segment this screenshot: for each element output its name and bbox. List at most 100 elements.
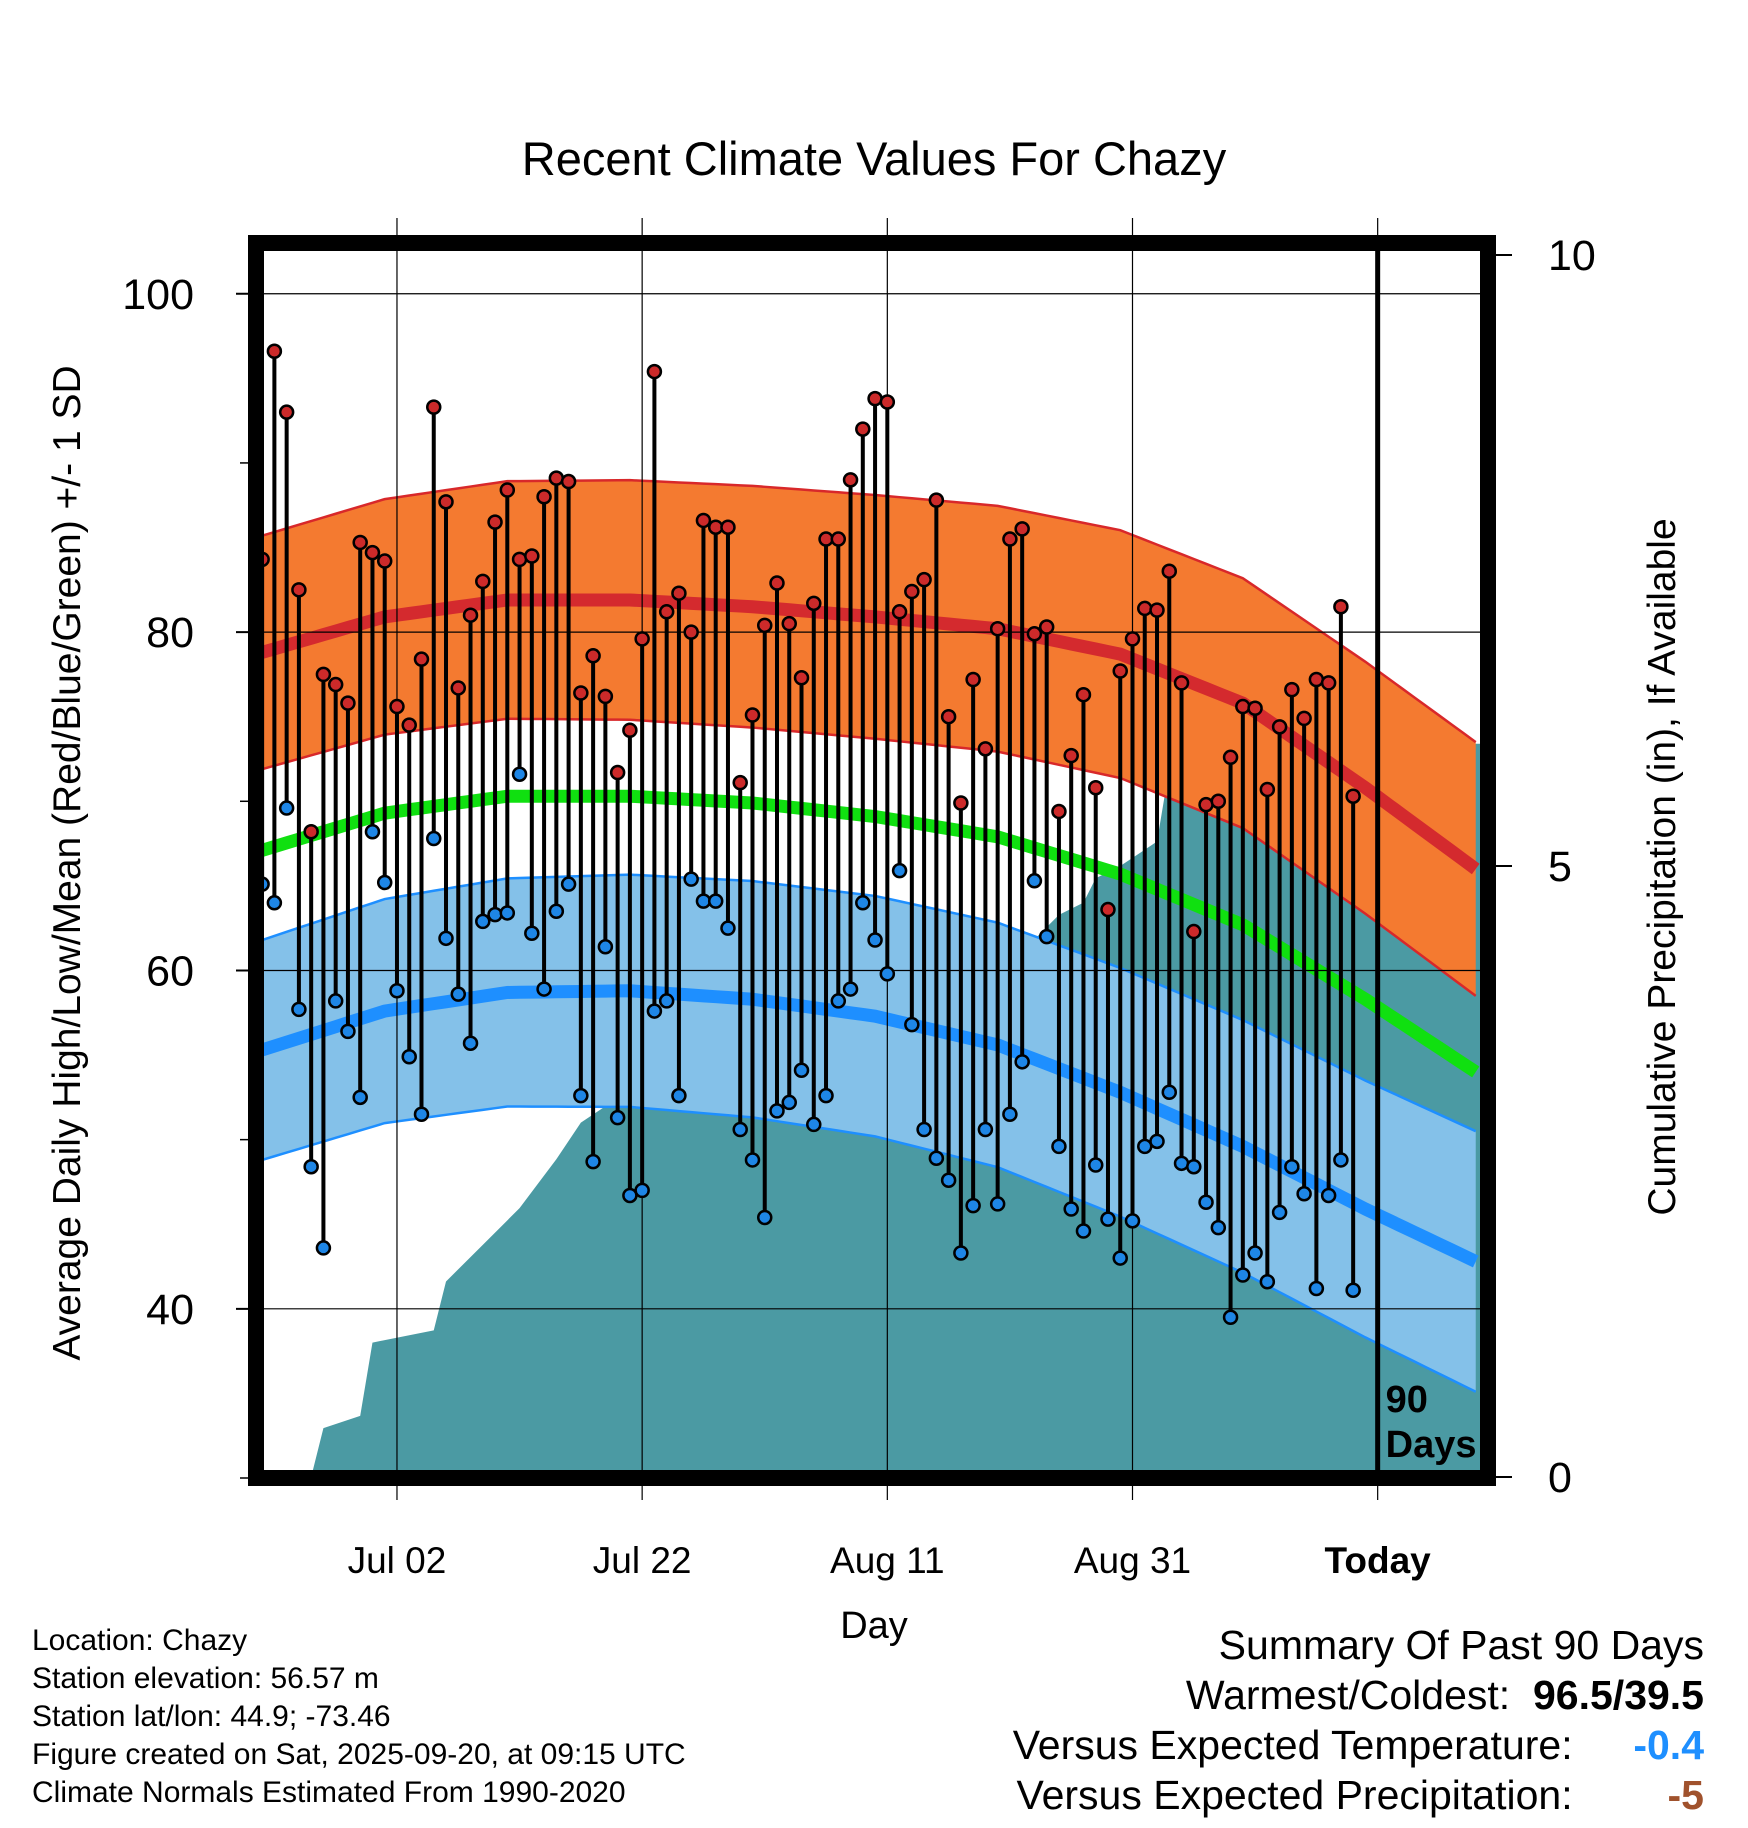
daily-high-point <box>1222 749 1239 766</box>
daily-low-point <box>1222 1309 1239 1326</box>
daily-high-point <box>389 698 405 715</box>
daily-high-point <box>891 604 908 620</box>
daily-high-point <box>462 607 479 623</box>
x-tick-label: Jul 22 <box>593 1540 692 1581</box>
daily-high-point <box>475 573 491 590</box>
daily-high-point <box>560 473 577 490</box>
plot-frame <box>248 235 1496 1486</box>
today-marker-label: 90 <box>1386 1379 1428 1421</box>
daily-low-point <box>1112 1250 1128 1266</box>
daily-low-point <box>1075 1223 1092 1239</box>
daily-high-point <box>1271 719 1288 735</box>
daily-high-point <box>867 390 883 407</box>
daily-low-point <box>781 1094 798 1111</box>
daily-high-point <box>1296 710 1312 727</box>
daily-low-point <box>1149 1133 1165 1150</box>
daily-high-point <box>1026 626 1043 642</box>
daily-low-point <box>1038 928 1055 945</box>
daily-high-point <box>720 519 736 535</box>
daily-low-point <box>867 932 883 948</box>
daily-high-point <box>1038 619 1055 635</box>
daily-high-point <box>1112 663 1128 679</box>
daily-high-point <box>413 651 430 667</box>
daily-low-point <box>560 876 577 892</box>
daily-low-point <box>475 913 491 930</box>
daily-high-point <box>499 482 516 498</box>
daily-high-point <box>683 624 699 640</box>
plot-interior <box>256 243 1488 1478</box>
daily-low-point <box>928 1150 945 1167</box>
daily-high-point <box>364 544 381 561</box>
daily-high-point <box>1063 747 1079 764</box>
daily-high-point <box>450 680 467 696</box>
daily-low-point <box>462 1035 479 1051</box>
daily-high-point <box>438 494 454 510</box>
daily-low-point <box>855 895 871 911</box>
x-axis-label: Day <box>840 1605 908 1647</box>
daily-low-point <box>524 925 540 941</box>
daily-low-point <box>597 939 614 955</box>
daily-low-point <box>793 1062 810 1079</box>
daily-low-point <box>1124 1213 1141 1229</box>
normal-high-sd-band-lower-edge <box>261 717 1477 997</box>
latlon-text: Station lat/lon: 44.9; -73.46 <box>32 1700 391 1733</box>
normal-low-line <box>260 984 1479 1268</box>
daily-high-point <box>1210 793 1227 810</box>
daily-high-point <box>401 717 417 733</box>
daily-low-point <box>327 993 344 1009</box>
daily-low-point <box>646 1003 663 1019</box>
daily-low-point <box>1100 1211 1116 1227</box>
daily-low-point <box>683 871 699 887</box>
y2-tick-label: 5 <box>1548 843 1572 891</box>
daily-high-point <box>965 671 981 688</box>
daily-high-point <box>548 470 565 486</box>
daily-low-point <box>1014 1054 1030 1070</box>
temp-anomaly-value: -0.4 <box>1633 1722 1704 1768</box>
daily-high-point <box>634 631 650 647</box>
normal-high-sd-band-upper-edge <box>261 478 1477 744</box>
daily-high-point <box>940 708 957 725</box>
daily-low-point <box>1063 1201 1079 1217</box>
daily-high-point <box>266 343 283 360</box>
daily-low-point <box>965 1197 981 1214</box>
daily-high-point <box>340 695 356 711</box>
daily-high-point <box>1100 901 1116 918</box>
daily-low-point <box>756 1209 773 1226</box>
daily-low-point <box>1333 1152 1349 1168</box>
daily-high-point <box>1247 700 1263 716</box>
warmest-coldest-row: Warmest/Coldest: 96.5/39.5 <box>1013 1670 1704 1720</box>
daily-high-point <box>1186 923 1202 940</box>
daily-low-point <box>1235 1267 1251 1283</box>
daily-high-point <box>1124 631 1141 647</box>
daily-low-point <box>303 1158 319 1175</box>
daily-low-point <box>977 1121 994 1138</box>
daily-high-point <box>744 707 761 723</box>
daily-low-point <box>340 1023 356 1040</box>
y2-tick-label: 0 <box>1548 1454 1572 1502</box>
daily-high-point <box>352 534 368 551</box>
daily-high-point <box>830 531 847 547</box>
daily-high-point <box>1014 521 1030 537</box>
daily-high-point <box>487 514 503 530</box>
daily-high-point <box>524 548 540 564</box>
daily-low-point <box>1320 1187 1337 1204</box>
daily-low-point <box>609 1109 626 1126</box>
x-tick-label: Today <box>1325 1540 1432 1581</box>
daily-high-point <box>573 685 589 701</box>
daily-high-point <box>426 399 442 415</box>
daily-high-point <box>278 404 295 420</box>
x-tick-label: Aug 11 <box>830 1540 945 1581</box>
daily-high-point <box>1198 796 1214 813</box>
daily-high-point <box>1051 803 1067 820</box>
station-info: Location: Chazy Station elevation: 56.57… <box>32 1622 686 1812</box>
today-marker-label: Days <box>1386 1424 1477 1466</box>
daily-high-point <box>842 472 859 488</box>
daily-high-point <box>928 492 945 508</box>
daily-low-point <box>426 830 442 847</box>
daily-low-point <box>487 906 503 923</box>
daily-high-point <box>1002 531 1018 547</box>
daily-high-point <box>1259 781 1276 798</box>
daily-high-point <box>1320 675 1337 691</box>
chart-title: Recent Climate Values For Chazy <box>522 132 1227 185</box>
